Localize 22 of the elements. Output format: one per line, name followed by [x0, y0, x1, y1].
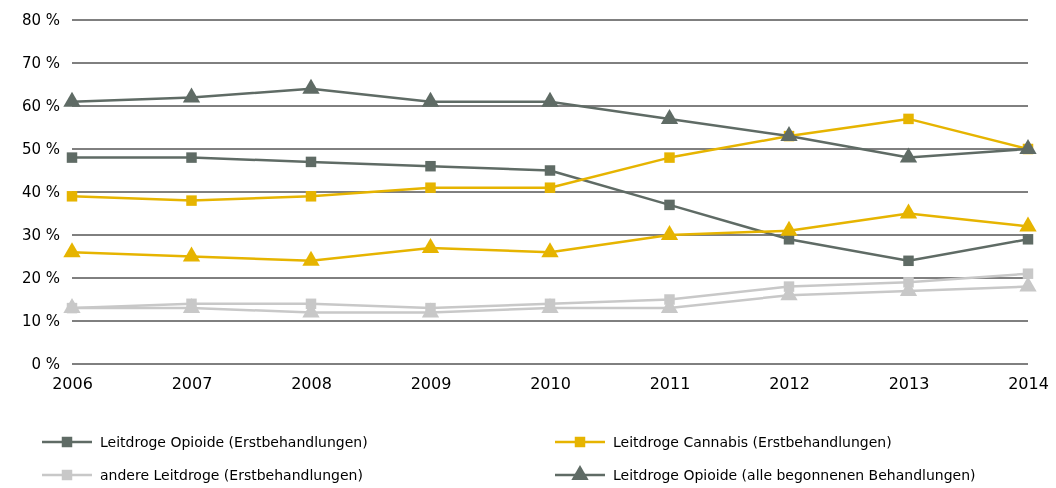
x-tick-label: 2006	[52, 374, 93, 394]
y-tick-label: 50 %	[21, 140, 60, 159]
x-tick-label: 2013	[888, 374, 930, 394]
y-tick-label: 20 %	[21, 269, 60, 288]
x-tick-label: 2014	[1008, 374, 1049, 394]
legend-label: Leitdroge Opioide (Erstbehandlungen)	[100, 434, 368, 450]
x-tick-label: 2008	[291, 374, 332, 394]
y-tick-label: 40 %	[21, 183, 60, 202]
x-tick-label: 2009	[410, 374, 452, 394]
y-tick-label: 70 %	[21, 54, 60, 73]
x-tick-label: 2007	[171, 374, 213, 394]
legend-label: Leitdroge Cannabis (Erstbehandlungen)	[613, 434, 892, 450]
legend-label: andere Leitdroge (Erstbehandlungen)	[100, 467, 363, 483]
x-tick-label: 2012	[769, 374, 810, 394]
y-tick-label: 30 %	[21, 226, 60, 245]
legend-label: Leitdroge Opioide (alle begonnenen Behandlungen)	[613, 467, 976, 483]
y-tick-label: 10 %	[21, 312, 60, 331]
y-tick-label: 0 %	[31, 355, 60, 374]
x-tick-label: 2010	[530, 374, 571, 394]
y-tick-label: 60 %	[21, 97, 60, 116]
y-tick-label: 80 %	[21, 11, 60, 30]
x-tick-label: 2011	[649, 374, 691, 394]
